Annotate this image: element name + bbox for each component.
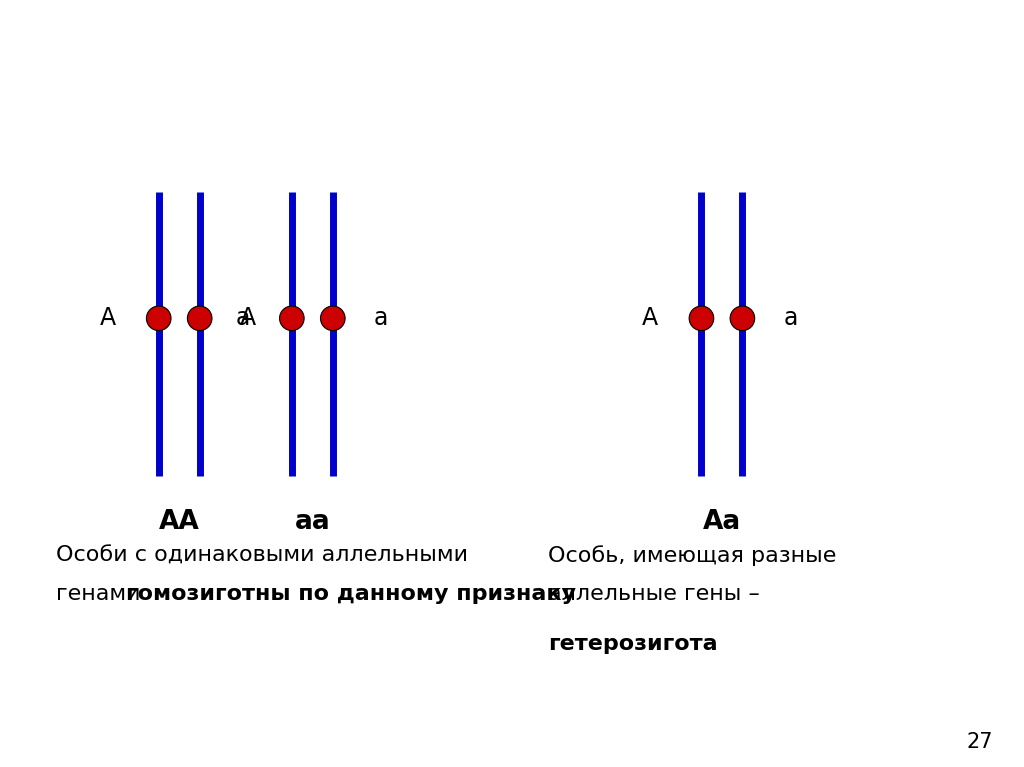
Ellipse shape [146, 306, 171, 331]
Text: Аа: Аа [702, 509, 741, 535]
Text: гомозиготны по данному признаку: гомозиготны по данному признаку [126, 584, 575, 604]
Text: 27: 27 [967, 732, 993, 752]
Text: аллельные гены –: аллельные гены – [548, 584, 760, 604]
Ellipse shape [321, 306, 345, 331]
Ellipse shape [280, 306, 304, 331]
Text: аа: аа [295, 509, 330, 535]
Text: A: A [99, 306, 116, 331]
Text: АА: АА [159, 509, 200, 535]
Text: а: а [783, 306, 798, 331]
Text: Особи с одинаковыми аллельными: Особи с одинаковыми аллельными [56, 546, 468, 566]
Ellipse shape [187, 306, 212, 331]
Text: a: a [374, 306, 388, 331]
Text: A: A [240, 306, 256, 331]
Text: генами: генами [56, 584, 147, 604]
Text: А: А [642, 306, 658, 331]
Ellipse shape [689, 306, 714, 331]
Text: Особь, имеющая разные: Особь, имеющая разные [548, 545, 837, 567]
Text: гетерозигота: гетерозигота [548, 634, 718, 654]
Text: a: a [236, 306, 250, 331]
Ellipse shape [730, 306, 755, 331]
